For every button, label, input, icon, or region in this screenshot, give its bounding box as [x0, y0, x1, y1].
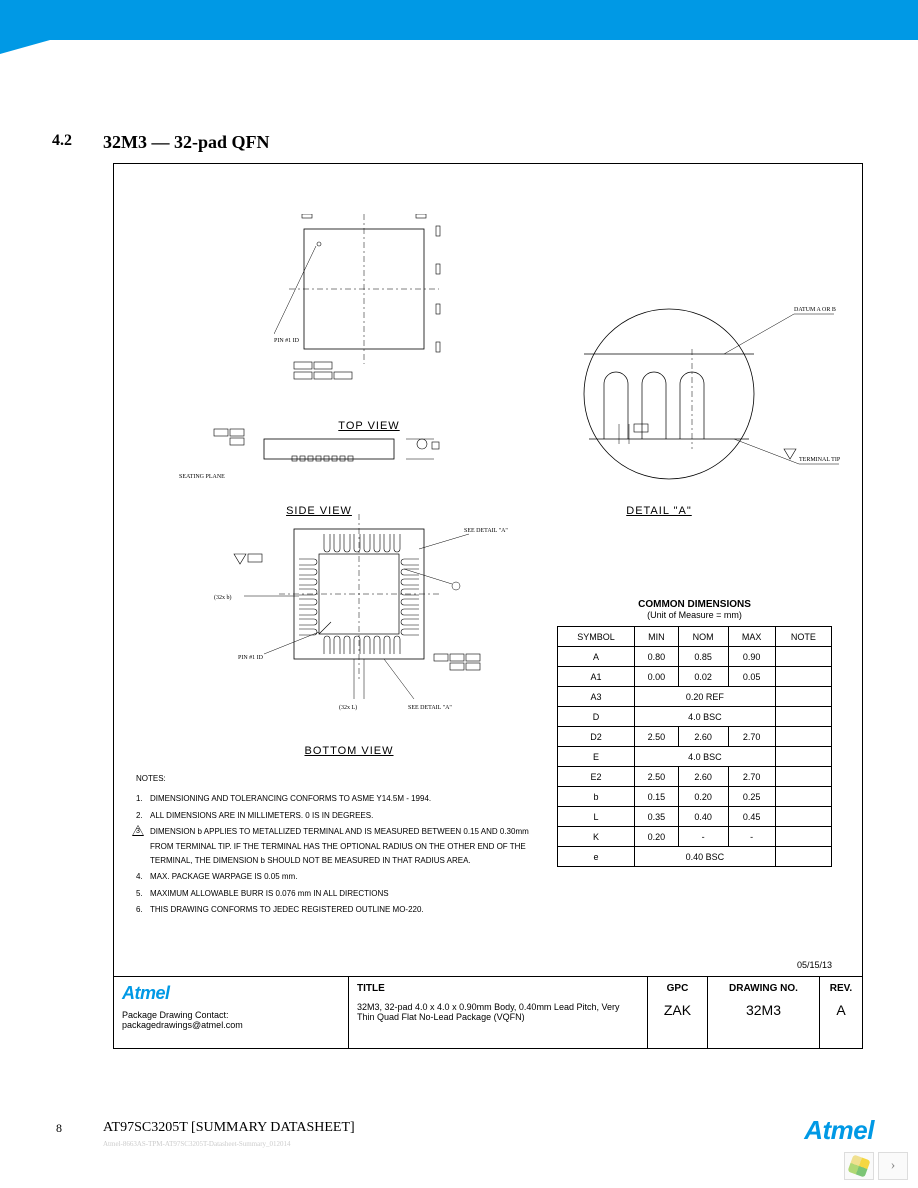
svg-text:TERMINAL TIP: TERMINAL TIP [799, 457, 841, 463]
footer-doc-title: AT97SC3205T [SUMMARY DATASHEET] [103, 1120, 355, 1136]
detail-a-label: DETAIL "A" [594, 505, 724, 517]
dim-row: E22.502.602.70 [558, 767, 832, 787]
drawing-date: 05/15/13 [797, 960, 832, 970]
notes-block: NOTES: 1.DIMENSIONING AND TOLERANCING CO… [136, 772, 536, 920]
svg-text:(32x b): (32x b) [214, 594, 232, 601]
header-brand-band [0, 0, 918, 40]
section-title: 32M3 — 32-pad QFN [103, 132, 270, 153]
svg-text:SEATING PLANE: SEATING PLANE [179, 474, 225, 480]
notes-header: NOTES: [136, 772, 536, 786]
dim-row: L0.350.400.45 [558, 807, 832, 827]
page-number: 8 [56, 1121, 62, 1136]
footer-doc-code: Atmel-8663AS-TPM-AT97SC3205T-Datasheet-S… [103, 1140, 291, 1148]
contact-email: packagedrawings@atmel.com [122, 1020, 340, 1030]
package-drawing-frame: PIN #1 ID TOP VIEW [113, 163, 863, 1049]
svg-text:PIN #1 ID: PIN #1 ID [238, 655, 264, 661]
dim-row: b0.150.200.25 [558, 787, 832, 807]
dim-row: K0.20-- [558, 827, 832, 847]
drawing-no-key: DRAWING NO. [716, 983, 811, 994]
contact-label: Package Drawing Contact: [122, 1010, 340, 1020]
section-number: 4.2 [52, 132, 72, 150]
note-item: 6.THIS DRAWING CONFORMS TO JEDEC REGISTE… [150, 903, 536, 917]
dim-col-header: NOM [678, 627, 728, 647]
viewer-nav-widget: › [844, 1152, 908, 1180]
atmel-logo: Atmel [122, 983, 340, 1004]
svg-text:DATUM A OR B: DATUM A OR B [794, 307, 836, 313]
dim-row: A10.000.020.05 [558, 667, 832, 687]
note-item: 4.MAX. PACKAGE WARPAGE IS 0.05 mm. [150, 870, 536, 884]
dim-col-header: MIN [634, 627, 678, 647]
svg-text:(32x L): (32x L) [339, 704, 357, 711]
dim-row: D4.0 BSC [558, 707, 832, 727]
dim-table-subheader: (Unit of Measure = mm) [557, 610, 832, 620]
dimensions-table: COMMON DIMENSIONS (Unit of Measure = mm)… [557, 599, 832, 867]
title-text: 32M3, 32-pad 4.0 x 4.0 x 0.90mm Body, 0.… [357, 1002, 639, 1022]
dim-row: e0.40 BSC [558, 847, 832, 867]
rev-value: A [828, 1002, 854, 1018]
dim-row: A30.20 REF [558, 687, 832, 707]
dim-row: D22.502.602.70 [558, 727, 832, 747]
note-item: 3DIMENSION b APPLIES TO METALLIZED TERMI… [150, 825, 536, 868]
title-key: TITLE [357, 983, 639, 994]
dim-row: A0.800.850.90 [558, 647, 832, 667]
dim-row: E4.0 BSC [558, 747, 832, 767]
bottom-view-diagram: SEE DETAIL "A" (32x b) PIN #1 ID (32x L)… [204, 504, 494, 757]
footer-atmel-logo: Atmel [804, 1115, 874, 1146]
top-view-diagram: PIN #1 ID TOP VIEW [274, 214, 464, 432]
dim-col-header: SYMBOL [558, 627, 635, 647]
viewer-tool-icon[interactable] [844, 1152, 874, 1180]
svg-text:SEE DETAIL "A": SEE DETAIL "A" [464, 528, 508, 534]
bottom-view-label: BOTTOM VIEW [274, 745, 424, 757]
gpc-key: GPC [656, 983, 699, 994]
dim-col-header: MAX [728, 627, 775, 647]
detail-a-diagram: DATUM A OR B TERMINAL TIP DETAIL "A" [564, 294, 844, 517]
svg-text:PIN #1 ID: PIN #1 ID [274, 338, 300, 344]
drawing-no-value: 32M3 [716, 1002, 811, 1018]
dim-table-header: COMMON DIMENSIONS [557, 599, 832, 610]
note-item: 1.DIMENSIONING AND TOLERANCING CONFORMS … [150, 792, 536, 806]
rev-key: REV. [828, 983, 854, 994]
note-item: 2.ALL DIMENSIONS ARE IN MILLIMETERS. 0 I… [150, 809, 536, 823]
next-page-icon[interactable]: › [878, 1152, 908, 1180]
note-item: 5.MAXIMUM ALLOWABLE BURR IS 0.076 mm IN … [150, 887, 536, 901]
title-block: Atmel Package Drawing Contact: packagedr… [114, 976, 862, 1048]
svg-text:SEE DETAIL "A": SEE DETAIL "A" [408, 705, 452, 711]
gpc-value: ZAK [656, 1002, 699, 1018]
dim-col-header: NOTE [775, 627, 831, 647]
